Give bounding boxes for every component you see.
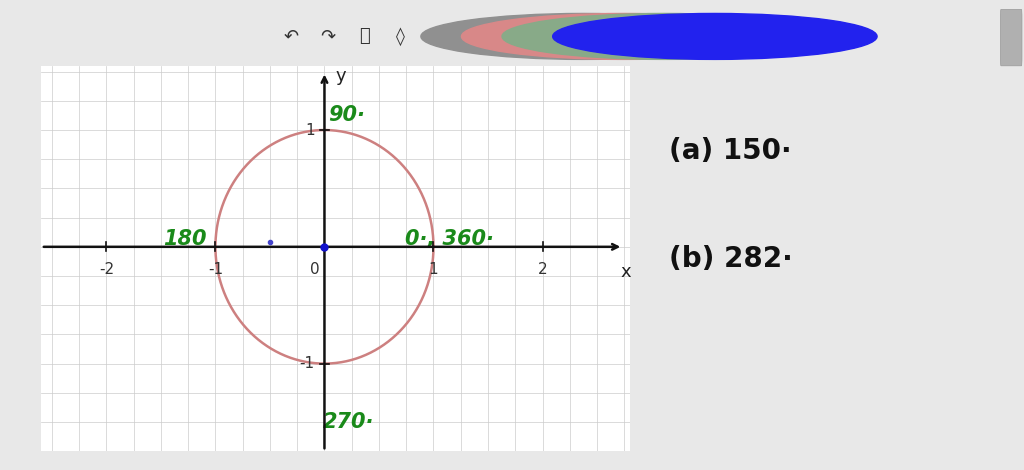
Text: A: A (503, 27, 515, 46)
Text: 1: 1 (305, 123, 314, 138)
Text: ✂: ✂ (429, 27, 444, 46)
Text: y: y (335, 67, 346, 85)
Text: 180: 180 (163, 228, 207, 249)
Text: ⤳: ⤳ (358, 27, 370, 46)
Text: (a) 150·: (a) 150· (669, 137, 792, 164)
Ellipse shape (462, 14, 785, 59)
Text: x: x (621, 263, 631, 281)
Text: 1: 1 (429, 262, 438, 277)
Text: 2: 2 (538, 262, 548, 277)
Text: 270·: 270· (323, 412, 374, 432)
Text: 0·, 360·: 0·, 360· (406, 228, 495, 249)
Ellipse shape (421, 14, 745, 59)
FancyBboxPatch shape (1000, 9, 1022, 66)
Text: ◊: ◊ (396, 27, 404, 46)
Text: ↶: ↶ (284, 27, 299, 46)
Text: 0: 0 (310, 262, 319, 277)
Text: -1: -1 (208, 262, 223, 277)
Text: 90·: 90· (328, 105, 365, 125)
Text: ∕: ∕ (470, 27, 476, 46)
Text: -2: -2 (99, 262, 114, 277)
Text: ▣: ▣ (537, 27, 554, 46)
Ellipse shape (502, 14, 826, 59)
Text: (b) 282·: (b) 282· (669, 244, 793, 273)
Ellipse shape (553, 14, 878, 59)
Text: ↷: ↷ (321, 27, 336, 46)
Text: -1: -1 (299, 356, 314, 371)
